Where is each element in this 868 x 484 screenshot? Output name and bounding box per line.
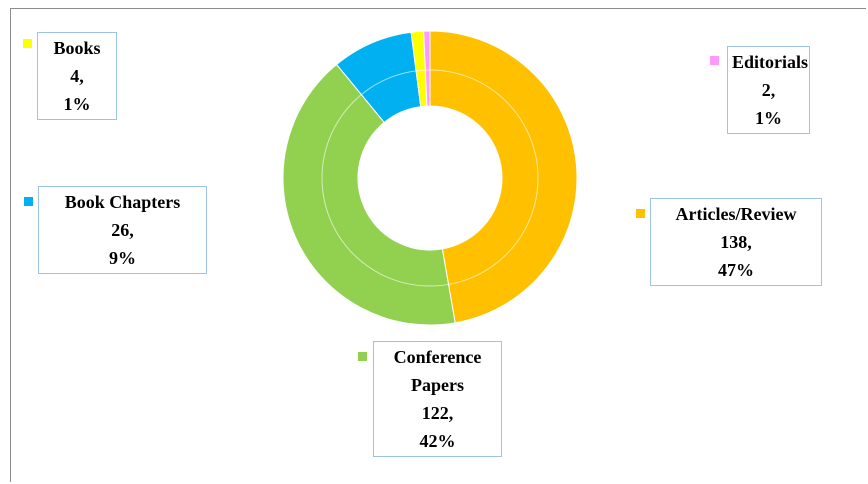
category-name: Editorials xyxy=(732,52,809,72)
legend-key xyxy=(23,39,32,48)
percent-label: 1% xyxy=(755,108,782,128)
donut-slice xyxy=(423,30,431,107)
data-label: Articles/Review 138, 47% xyxy=(650,198,822,286)
percent-label: 1% xyxy=(63,94,91,114)
inner-ring xyxy=(321,69,539,287)
value-label: 138, xyxy=(720,232,752,252)
data-label: Book Chapters 26, 9% xyxy=(38,186,207,274)
data-label: Books 4, 1% xyxy=(37,32,117,120)
percent-label: 9% xyxy=(109,248,136,268)
category-name: Books xyxy=(53,38,101,58)
legend-key xyxy=(24,197,33,206)
chart-frame xyxy=(10,8,866,482)
value-label: 26, xyxy=(111,220,134,240)
percent-label: 42% xyxy=(419,431,456,451)
legend-key xyxy=(710,56,719,65)
percent-label: 47% xyxy=(718,260,754,280)
data-label: Editorials 2, 1% xyxy=(727,46,810,134)
value-label: 4, xyxy=(70,66,84,86)
donut-slice xyxy=(282,63,456,326)
legend-key xyxy=(358,352,367,361)
legend-key xyxy=(636,209,645,218)
category-name: Conference Papers xyxy=(393,347,482,395)
data-label: Conference Papers 122, 42% xyxy=(373,341,502,457)
donut-slice xyxy=(429,30,578,324)
category-name: Articles/Review xyxy=(675,204,797,224)
category-name: Book Chapters xyxy=(64,192,181,212)
value-label: 122, xyxy=(421,403,454,423)
value-label: 2, xyxy=(761,80,776,100)
